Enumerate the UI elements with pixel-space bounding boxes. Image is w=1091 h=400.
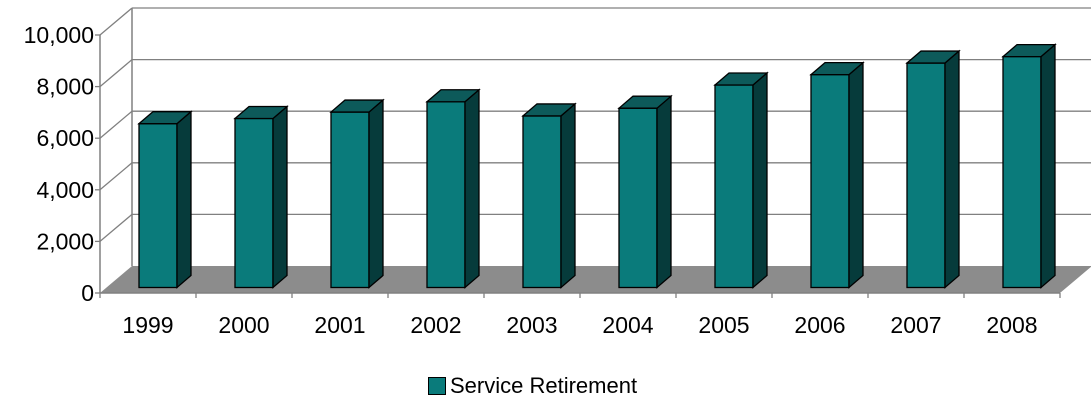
gridline-depth — [99, 7, 133, 36]
bar-side — [464, 88, 480, 289]
bar — [906, 62, 946, 289]
bar — [810, 74, 850, 289]
bar-side — [1040, 43, 1056, 289]
bar-side — [560, 102, 576, 289]
legend: Service Retirement — [428, 372, 637, 400]
legend-swatch — [428, 377, 446, 395]
y-tick-label: 4,000 — [36, 177, 94, 203]
bar — [1002, 55, 1042, 289]
y-tick-label: 10,000 — [24, 22, 94, 48]
bar-side — [848, 61, 864, 289]
x-tick-label: 2000 — [218, 312, 269, 338]
bar-side — [944, 49, 960, 289]
bar-top — [329, 99, 385, 113]
bar-top — [521, 103, 577, 117]
bar — [330, 111, 370, 289]
x-tick-label: 2008 — [986, 312, 1037, 338]
bar — [618, 107, 658, 289]
bar-side — [656, 94, 672, 289]
x-tick-label: 2006 — [794, 312, 845, 338]
gridline-depth — [99, 110, 133, 139]
legend-label: Service Retirement — [450, 373, 638, 398]
x-tick-label: 2002 — [410, 312, 461, 338]
bar-side — [176, 110, 192, 289]
bar — [714, 84, 754, 289]
x-tick-label: 2001 — [314, 312, 365, 338]
bar-top — [233, 105, 289, 120]
x-tick-label: 2003 — [506, 312, 557, 338]
bar-top — [425, 89, 481, 103]
bar-top — [1001, 43, 1057, 58]
y-tick-label: 0 — [81, 280, 94, 306]
bar-top — [905, 50, 961, 64]
gridline-depth — [99, 162, 133, 191]
bar-top — [713, 72, 769, 86]
bar-side — [752, 71, 768, 289]
bar-top — [809, 62, 865, 76]
bar — [426, 101, 466, 289]
bar — [522, 115, 562, 289]
bar — [234, 117, 274, 289]
x-tick-label: 2004 — [602, 312, 653, 338]
bar-side — [272, 105, 288, 289]
x-tick-label: 2005 — [698, 312, 749, 338]
y-tick-label: 2,000 — [36, 228, 94, 254]
x-tick-label: 2007 — [890, 312, 941, 338]
bar-top — [617, 95, 673, 109]
gridline-depth — [99, 59, 133, 88]
y-tick-label: 6,000 — [36, 125, 94, 151]
bar — [138, 123, 178, 289]
gridline-depth — [99, 213, 133, 242]
bar-side — [368, 98, 384, 289]
x-tick-label: 1999 — [122, 312, 173, 338]
y-tick-label: 8,000 — [36, 74, 94, 100]
bar-top — [137, 111, 193, 125]
